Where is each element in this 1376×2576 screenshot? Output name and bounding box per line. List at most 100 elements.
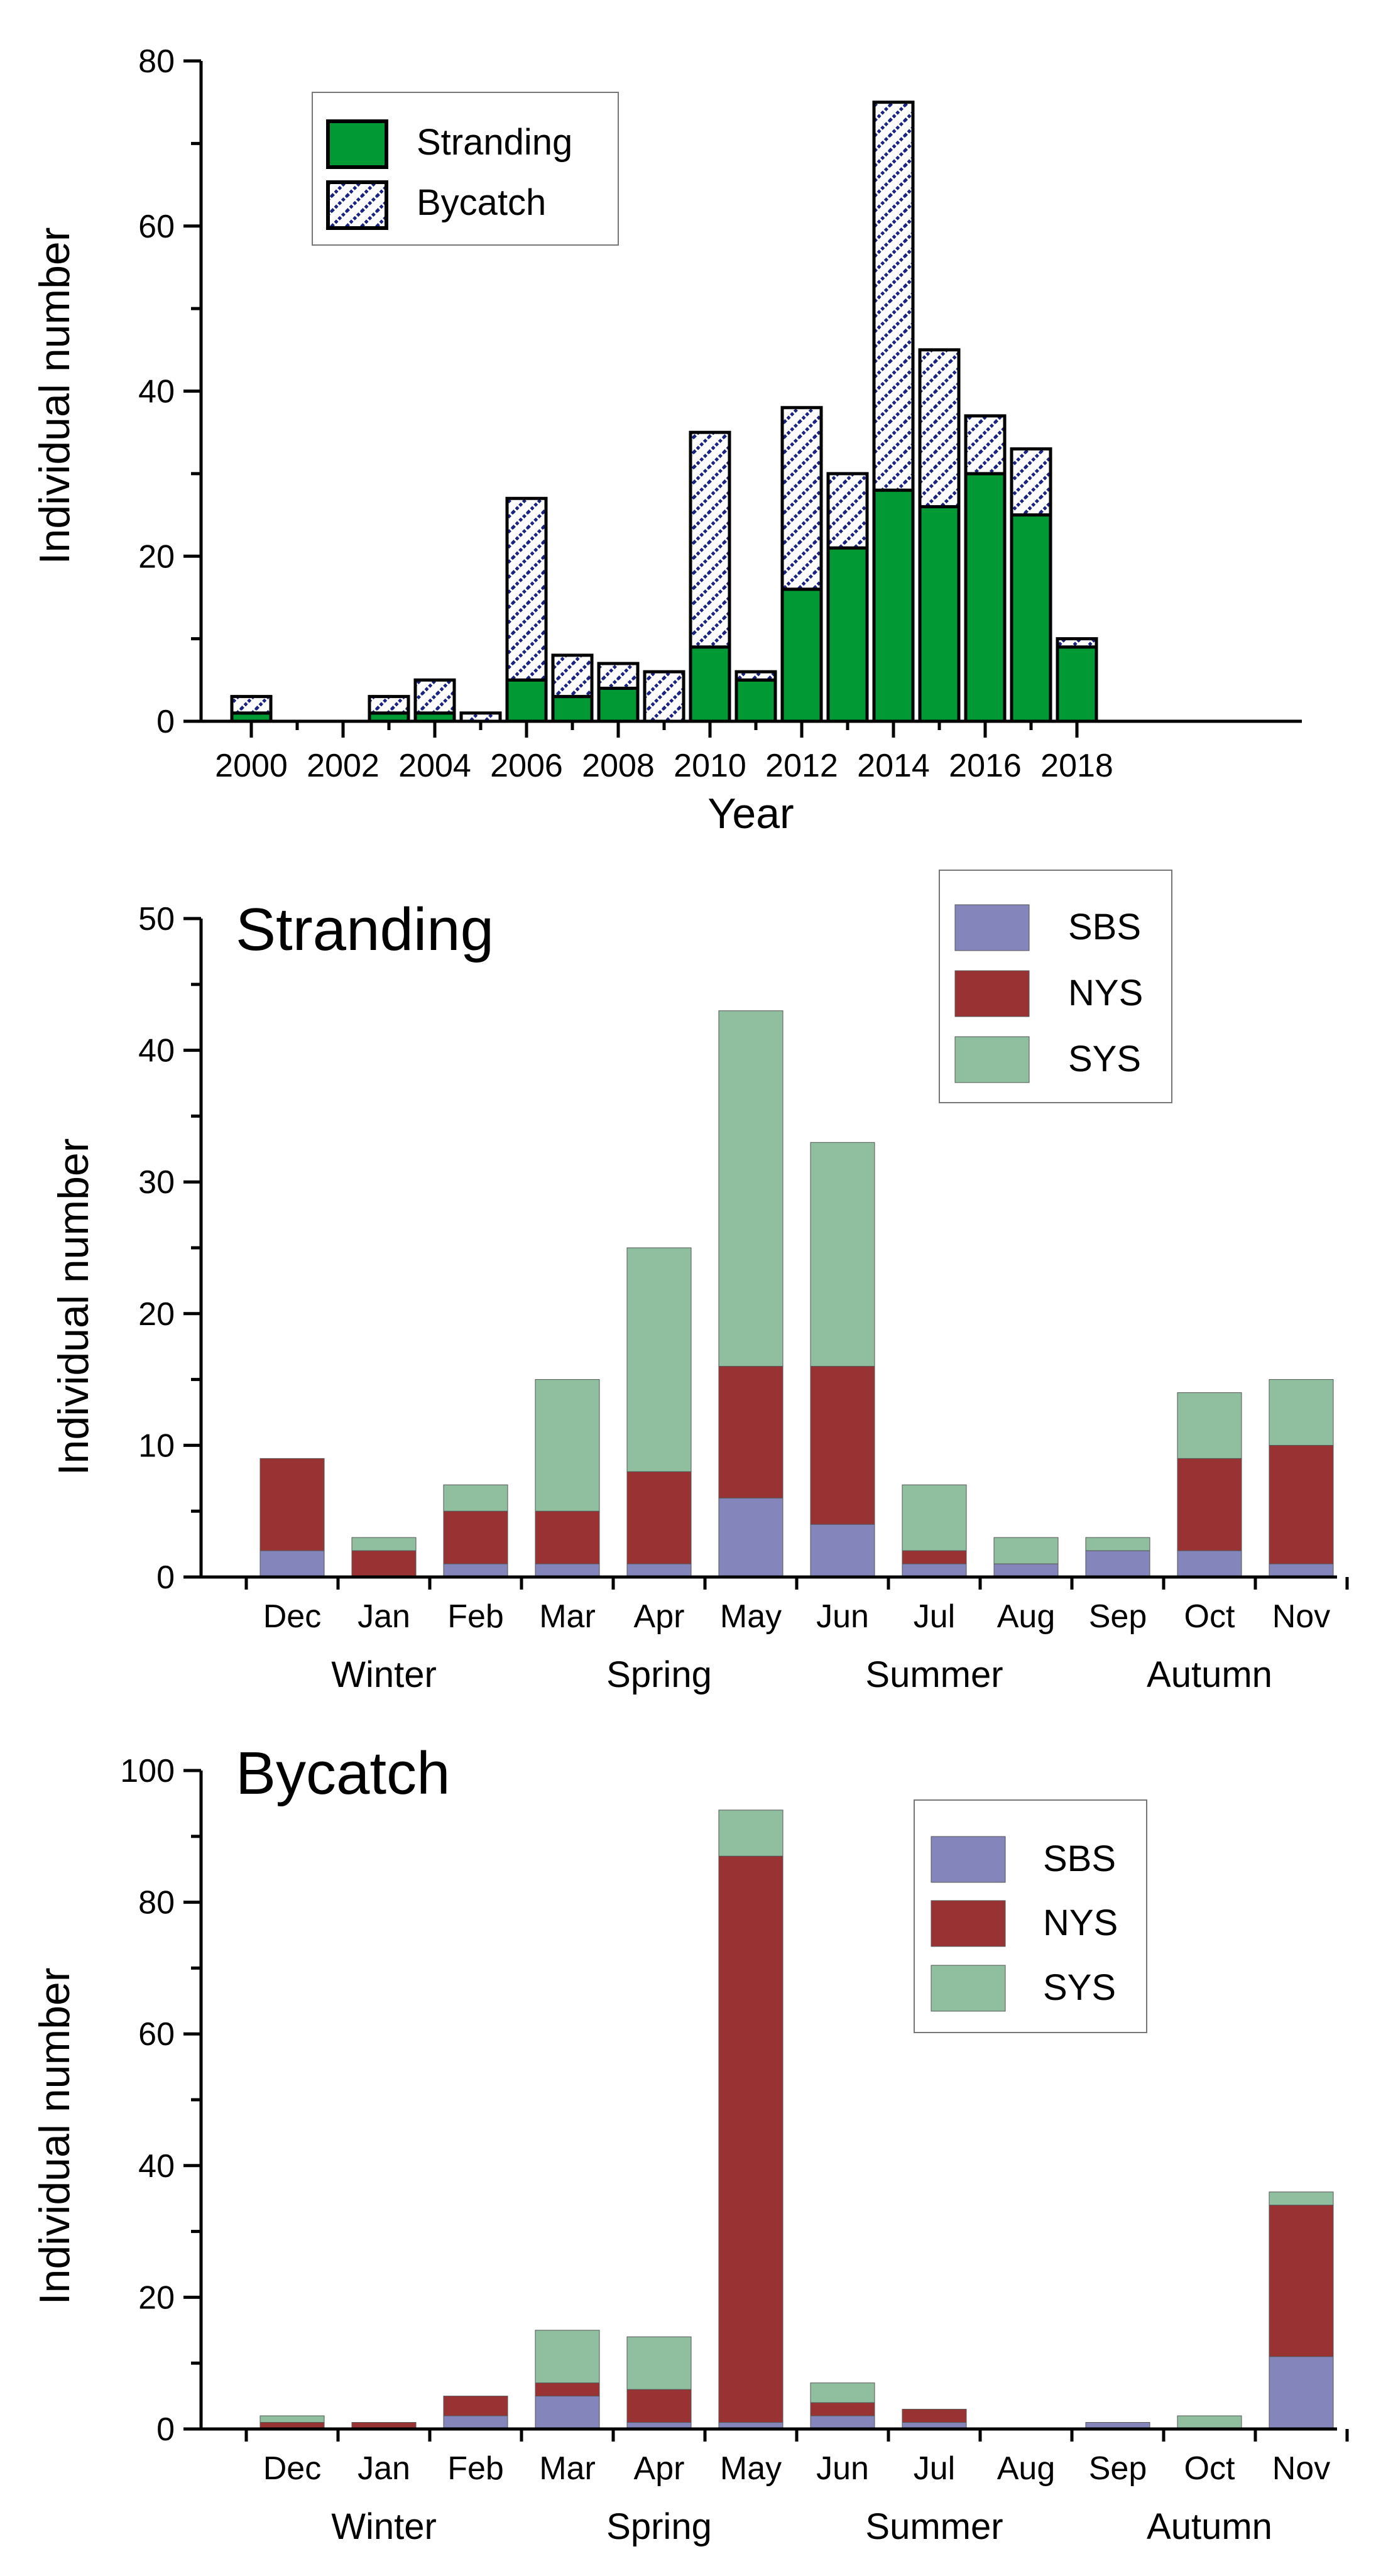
bycatch-x-tick-label-dec: Dec (263, 2450, 321, 2487)
stranding-legend: SBS NYS SYS (939, 870, 1172, 1103)
stranding-y-tick-label: 20 (138, 1296, 175, 1333)
yearly-bar-stranding-2013 (826, 546, 869, 723)
yearly-legend-label-bycatch: Bycatch (417, 182, 546, 223)
yearly-bar-stranding-2007 (551, 695, 594, 723)
stranding-x-tick-label-jun: Jun (816, 1598, 869, 1635)
bycatch-season-label-spring: Spring (606, 2506, 712, 2547)
stranding-bar-nys-dec (259, 1458, 325, 1551)
yearly-x-tick-label-2002: 2002 (307, 748, 379, 784)
stranding-y-tick-label: 0 (156, 1559, 175, 1596)
yearly-x-tick-label-2004: 2004 (398, 748, 471, 784)
stranding-plot-area (259, 1010, 1334, 1578)
yearly-bar-stranding-2011 (734, 678, 777, 723)
stranding-season-label-winter: Winter (331, 1654, 437, 1695)
stranding-bar-sbs-may (718, 1497, 784, 1578)
bycatch-bar-nys-feb (443, 2396, 508, 2416)
bycatch-y-tick-label: 0 (156, 2411, 175, 2448)
stranding-bar-sbs-jun (810, 1524, 875, 1578)
stranding-x-tick-label-jul: Jul (914, 1598, 955, 1635)
stranding-bar-sys-sep (1085, 1537, 1150, 1551)
bycatch-legend-swatch-sys (931, 1965, 1006, 2012)
yearly-bar-bycatch-2010 (689, 430, 731, 649)
stranding-bar-sys-jan (351, 1537, 417, 1551)
yearly-chart: 0 20 40 60 80 2000 2002 2004 2006 2008 2010 2012 201… (31, 43, 1302, 838)
stranding-bar-sbs-nov (1269, 1563, 1334, 1578)
stranding-bar-nys-apr (626, 1471, 692, 1564)
stranding-bar-nys-mar (535, 1510, 600, 1564)
stranding-bar-nys-may (718, 1366, 784, 1498)
yearly-y-tick-label: 20 (138, 538, 175, 575)
yearly-bar-bycatch-2006 (505, 496, 548, 682)
stranding-x-tick-label-apr: Apr (634, 1598, 685, 1635)
bycatch-y-tick-label: 100 (120, 1753, 175, 1789)
yearly-bar-stranding-2015 (918, 505, 961, 723)
bycatch-bar-sys-oct (1177, 2415, 1242, 2430)
stranding-bar-sys-feb (443, 1484, 508, 1512)
yearly-x-tick-label-2012: 2012 (765, 748, 838, 784)
stranding-legend-swatch-sbs (954, 904, 1030, 951)
yearly-bar-bycatch-2011 (734, 670, 777, 682)
bycatch-bar-nys-apr (626, 2389, 692, 2423)
bycatch-x-tick-label-apr: Apr (634, 2450, 685, 2487)
stranding-y-tick-label: 30 (138, 1164, 175, 1201)
stranding-y-tick-label: 10 (138, 1427, 175, 1464)
stranding-bar-sys-nov (1269, 1379, 1334, 1446)
yearly-bar-bycatch-2017 (1010, 447, 1052, 517)
bycatch-bar-sys-nov (1269, 2191, 1334, 2206)
stranding-bar-sbs-aug (993, 1563, 1059, 1578)
yearly-bar-bycatch-2007 (551, 653, 594, 699)
bycatch-bar-nys-jun (810, 2402, 875, 2416)
yearly-axes: 0 20 40 60 80 2000 2002 2004 2006 2008 2010 2012 201… (138, 43, 1302, 784)
stranding-x-tick-label-oct: Oct (1184, 1598, 1235, 1635)
yearly-legend: Stranding Bycatch (312, 92, 619, 246)
stranding-bar-sbs-mar (535, 1563, 600, 1578)
yearly-bar-bycatch-2012 (780, 406, 823, 591)
stranding-x-tick-label-sep: Sep (1089, 1598, 1147, 1635)
stranding-bar-sys-jul (902, 1484, 967, 1551)
yearly-x-tick-label-2006: 2006 (490, 748, 563, 784)
bycatch-x-tick-label-mar: Mar (539, 2450, 596, 2487)
bycatch-season-label-winter: Winter (331, 2506, 437, 2547)
yearly-bar-bycatch-2014 (872, 101, 915, 492)
yearly-bar-bycatch-2013 (826, 472, 869, 550)
stranding-legend-swatch-sys (954, 1036, 1030, 1083)
yearly-bar-stranding-2008 (597, 686, 640, 723)
bycatch-legend: SBS NYS SYS (914, 1799, 1147, 2033)
stranding-bar-nys-feb (443, 1510, 508, 1564)
yearly-x-tick-label-2014: 2014 (857, 748, 930, 784)
bycatch-bar-sys-jun (810, 2382, 875, 2403)
yearly-x-tick-label-2016: 2016 (949, 748, 1022, 784)
stranding-bar-sbs-jul (902, 1563, 967, 1578)
yearly-bar-stranding-2014 (872, 488, 915, 723)
bycatch-y-tick-label: 60 (138, 2016, 175, 2053)
stranding-season-label-spring: Spring (606, 1654, 712, 1695)
yearly-x-axis-title: Year (707, 790, 794, 838)
stranding-axes: 0 10 20 30 40 50 Dec Jan Feb Mar Apr May Jun Jul Aug Se… (138, 901, 1349, 1695)
stranding-x-tick-label-mar: Mar (539, 1598, 596, 1635)
bycatch-season-label-autumn: Autumn (1147, 2506, 1272, 2547)
yearly-bar-bycatch-2015 (918, 348, 961, 508)
stranding-bar-sys-may (718, 1010, 784, 1367)
yearly-y-tick-label: 80 (138, 43, 175, 80)
yearly-legend-swatch-bycatch (326, 180, 388, 230)
stranding-bar-sys-jun (810, 1142, 875, 1367)
yearly-x-tick-label-2018: 2018 (1040, 748, 1113, 784)
stranding-bar-sbs-apr (626, 1563, 692, 1578)
stranding-bar-sbs-oct (1177, 1550, 1242, 1578)
stranding-x-tick-label-nov: Nov (1272, 1598, 1330, 1635)
stranding-x-tick-label-may: May (720, 1598, 782, 1635)
stranding-bar-sys-oct (1177, 1392, 1242, 1459)
yearly-bar-stranding-2018 (1056, 645, 1098, 723)
bycatch-y-tick-label: 40 (138, 2148, 175, 2185)
stranding-season-label-summer: Summer (865, 1654, 1003, 1695)
stranding-x-tick-label-jan: Jan (358, 1598, 410, 1635)
stranding-bar-nys-jun (810, 1366, 875, 1525)
stranding-legend-label-sys: SYS (1068, 1039, 1141, 1079)
bycatch-y-tick-label: 20 (138, 2279, 175, 2316)
yearly-x-tick-label-2008: 2008 (582, 748, 655, 784)
stranding-chart: Stranding 0 10 20 30 40 50 Dec Jan Feb Mar Apr May J… (50, 870, 1349, 1695)
stranding-x-tick-label-aug: Aug (997, 1598, 1056, 1635)
bycatch-x-tick-label-jun: Jun (816, 2450, 869, 2487)
yearly-bar-bycatch-2008 (597, 662, 640, 690)
bycatch-x-tick-label-sep: Sep (1089, 2450, 1147, 2487)
